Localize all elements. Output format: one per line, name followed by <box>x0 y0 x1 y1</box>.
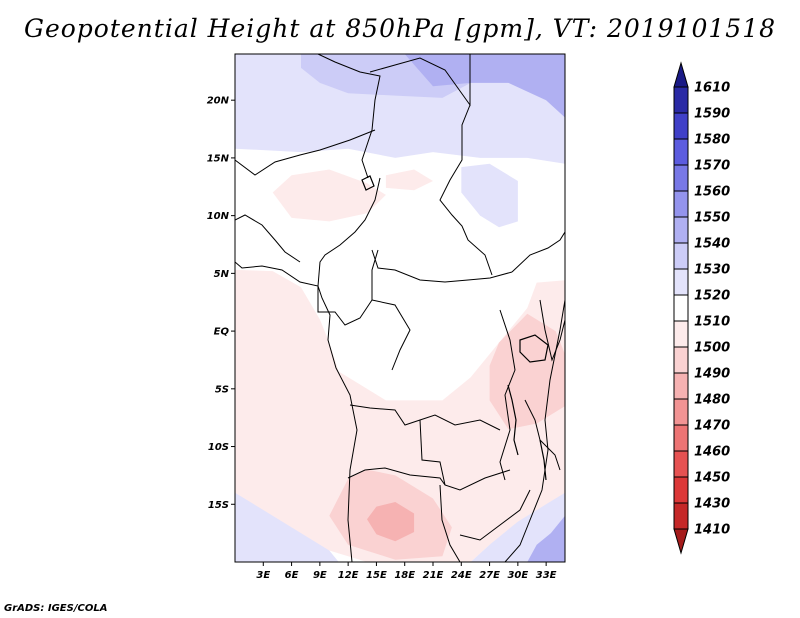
x-tick-label: 15E <box>366 570 387 581</box>
contour-region-namibia-core <box>367 502 415 542</box>
y-tick-label: EQ <box>214 327 230 338</box>
coastline-west <box>235 261 358 562</box>
border-north-1 <box>317 54 381 179</box>
colorbar-swatch <box>673 268 689 296</box>
x-tick-label: 12E <box>338 570 359 581</box>
lake-outlines <box>361 175 549 481</box>
y-tick-label: 5S <box>215 384 229 395</box>
colorbar-extend-bottom <box>673 528 689 555</box>
contour-region-east-lakes-low <box>489 313 565 430</box>
x-tick-label: 18E <box>394 570 415 581</box>
border-car-south <box>371 249 513 283</box>
x-tick-label: 3E <box>256 570 270 581</box>
y-tick-label: 15N <box>207 153 230 164</box>
colorbar-label: 1480 <box>694 393 730 408</box>
contour-region-eastern-highland <box>461 163 518 228</box>
border-north-2 <box>369 54 471 107</box>
border-car <box>317 177 381 287</box>
x-tick-label: 21E <box>423 570 444 581</box>
x-tick-label: 6E <box>285 570 299 581</box>
border-north-3 <box>235 129 376 176</box>
colorbar-swatch <box>673 450 689 478</box>
colorbar-swatch <box>673 190 689 218</box>
contour-region-chad-low <box>385 169 433 191</box>
border-south-2 <box>459 489 531 541</box>
colorbar-swatch <box>673 346 689 374</box>
colorbar-label: 1430 <box>694 497 730 512</box>
border-chad-sudan <box>439 104 493 276</box>
colorbar-label: 1490 <box>694 367 730 382</box>
grads-credit: GrADS: IGES/COLA <box>4 603 108 614</box>
colorbar-label: 1410 <box>694 523 730 538</box>
colorbar-swatch <box>673 138 689 166</box>
y-tick-label: 5N <box>214 269 230 280</box>
colorbar-label: 1500 <box>694 341 730 356</box>
colorbar-label: 1510 <box>694 315 730 330</box>
map-field <box>235 54 565 562</box>
colorbar-label: 1460 <box>694 445 730 460</box>
lake-chad <box>361 175 375 191</box>
plot-frame <box>234 53 566 563</box>
y-tick-label: 10N <box>207 211 230 222</box>
border-ethiopia <box>511 231 565 273</box>
contour-region-south-bg <box>235 269 565 562</box>
border-drc-east <box>499 309 516 481</box>
colorbar-swatch <box>673 476 689 504</box>
lake-victoria <box>519 334 549 363</box>
colorbar-swatch <box>673 164 689 192</box>
border-east-1 <box>539 299 565 362</box>
contour-region-sahel-low <box>272 169 386 222</box>
lake-malawi <box>539 439 547 481</box>
colorbar-label: 1610 <box>694 81 730 96</box>
border-west-africa <box>235 214 301 263</box>
colorbar-swatch <box>673 372 689 400</box>
colorbar-label: 1580 <box>694 133 730 148</box>
colorbar-label: 1520 <box>694 289 730 304</box>
x-tick-label: 27E <box>479 570 500 581</box>
country-borders <box>235 54 565 562</box>
colorbar-swatch <box>673 216 689 244</box>
border-drc-north <box>371 299 411 371</box>
colorbar-extend-top <box>673 61 689 88</box>
y-tick-label: 20N <box>207 96 230 107</box>
colorbar-label: 1530 <box>694 263 730 278</box>
colorbar-label: 1590 <box>694 107 730 122</box>
colorbar-label: 1450 <box>694 471 730 486</box>
chart-title: Geopotential Height at 850hPa [gpm], VT:… <box>23 14 777 43</box>
colorbar-label: 1560 <box>694 185 730 200</box>
colorbar-swatch <box>673 86 689 114</box>
colorbar-swatch <box>673 398 689 426</box>
lake-tanganyika <box>507 384 519 456</box>
x-tick-label: 30E <box>507 570 528 581</box>
x-tick-label: 9E <box>313 570 327 581</box>
colorbar-label: 1550 <box>694 211 730 226</box>
colorbar-label: 1570 <box>694 159 730 174</box>
x-tick-label: 24E <box>451 570 472 581</box>
colorbar-label: 1540 <box>694 237 730 252</box>
y-tick-label: 15S <box>208 500 229 511</box>
colorbar-swatch <box>673 502 689 530</box>
colorbar-swatch <box>673 112 689 140</box>
coastline-east <box>504 299 565 562</box>
colorbar-swatch <box>673 424 689 452</box>
border-south-1 <box>439 484 461 562</box>
border-angola-namibia <box>347 467 446 486</box>
contour-region-southeast-core <box>527 515 565 562</box>
colorbar-label: 1470 <box>694 419 730 434</box>
colorbar-swatch <box>673 242 689 270</box>
colorbar-swatch <box>673 320 689 348</box>
y-tick-label: 10S <box>208 442 229 453</box>
border-cameroon <box>317 249 379 326</box>
x-tick-label: 33E <box>536 570 557 581</box>
contour-region-southwest-high <box>235 492 339 562</box>
colorbar-swatch <box>673 294 689 322</box>
